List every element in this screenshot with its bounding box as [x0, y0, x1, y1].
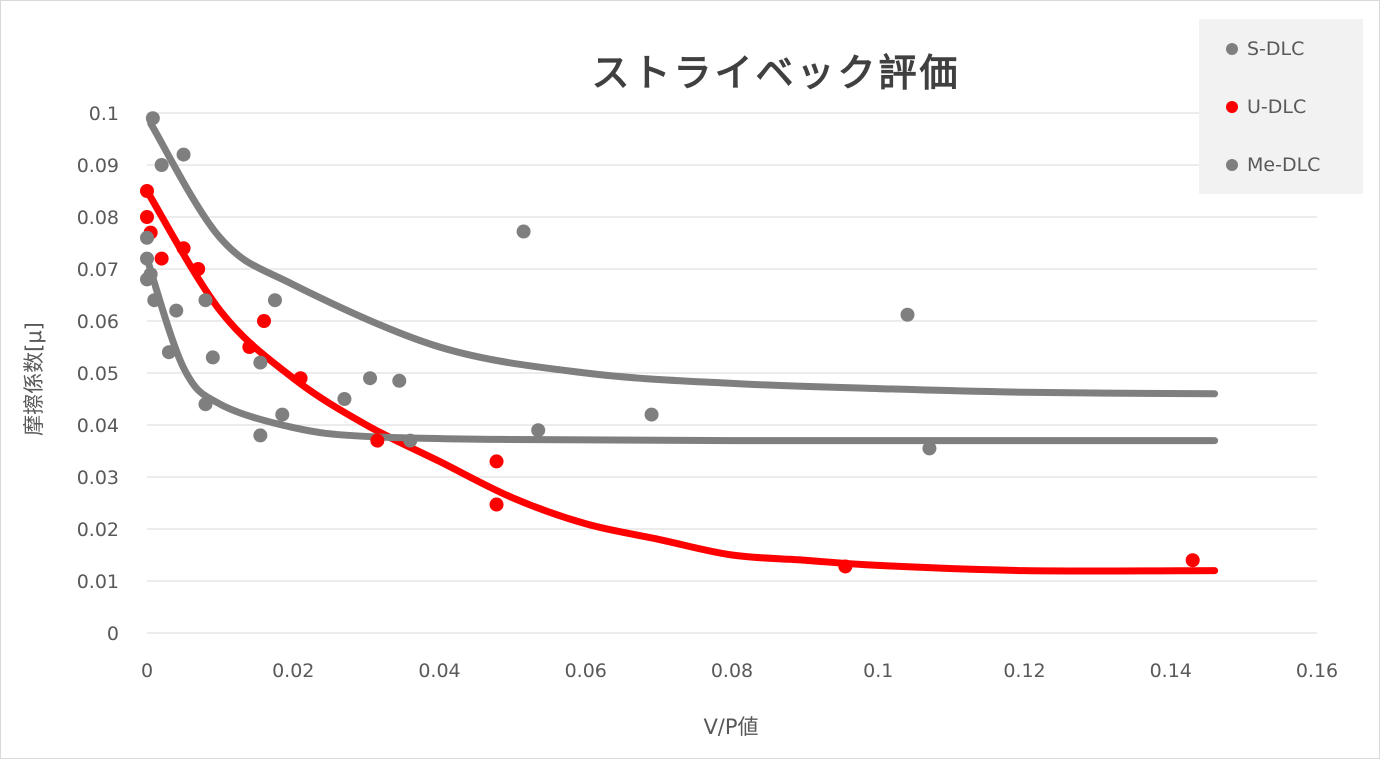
data-point [392, 373, 407, 388]
y-tick-label: 0.06 [77, 311, 119, 333]
data-point [275, 407, 290, 422]
chart-title: ストライベック評価 [591, 51, 960, 95]
data-point [644, 407, 659, 422]
data-point [176, 147, 191, 162]
x-tick-label: 0.04 [418, 660, 460, 682]
data-point [154, 251, 169, 266]
legend-marker [1226, 159, 1238, 171]
data-point [140, 230, 154, 245]
data-point [205, 350, 220, 365]
x-tick-label: 0.12 [1003, 660, 1045, 682]
legend-marker [1226, 43, 1238, 55]
data-point [253, 428, 268, 443]
data-point [253, 355, 268, 370]
x-axis-title: V/P値 [703, 715, 758, 739]
trendlines [143, 119, 1219, 575]
data-point [489, 454, 504, 469]
trendline-1 [143, 187, 1219, 575]
y-tick-label: 0.04 [77, 415, 119, 437]
data-point [531, 423, 546, 438]
y-tick-label: 0.09 [77, 155, 119, 177]
legend-label: Me-DLC [1247, 154, 1320, 176]
data-point [143, 267, 158, 282]
data-point [198, 397, 213, 412]
data-point [370, 433, 385, 448]
data-point [242, 340, 257, 354]
data-point [293, 371, 308, 386]
y-tick-label: 0.08 [77, 207, 119, 229]
y-tick-label: 0.07 [77, 259, 119, 281]
data-point [191, 262, 206, 276]
data-point [140, 184, 154, 198]
data-point [145, 111, 160, 126]
data-point [198, 293, 213, 308]
y-axis-title: 摩擦係数[μ] [22, 322, 46, 436]
data-point [140, 210, 154, 224]
legend-marker [1226, 101, 1238, 113]
y-tick-label: 0.03 [77, 467, 119, 489]
data-point [140, 251, 154, 266]
data-point [900, 307, 915, 322]
y-tick-label: 0.02 [77, 519, 119, 541]
x-tick-label: 0.14 [1150, 660, 1192, 682]
legend-label: S-DLC [1247, 38, 1304, 60]
x-tick-label: 0.1 [863, 660, 893, 682]
x-tick-label: 0.02 [272, 660, 314, 682]
data-point [147, 293, 162, 308]
data-point [161, 345, 176, 360]
y-tick-label: 0 [107, 623, 119, 645]
data-point [922, 441, 937, 456]
x-tick-label: 0.06 [565, 660, 607, 682]
legend-label: U-DLC [1247, 96, 1306, 118]
data-point [169, 303, 184, 318]
y-tick-label: 0.1 [89, 103, 119, 125]
data-point [363, 371, 378, 386]
data-point [838, 559, 853, 574]
legend: S-DLC U-DLC Me-DLC [1199, 19, 1363, 194]
gridlines [147, 112, 1317, 634]
data-point [154, 158, 169, 172]
data-point [267, 293, 282, 308]
data-point [403, 433, 418, 448]
y-axis-ticks: 0 0.01 0.02 0.03 0.04 0.05 0.06 0.07 0.08 0.09 0.1 [77, 103, 119, 645]
trendline-0 [147, 119, 1219, 398]
data-point [257, 314, 271, 328]
data-points [140, 111, 1200, 574]
x-tick-label: 0.16 [1296, 660, 1338, 682]
y-tick-label: 0.05 [77, 363, 119, 385]
data-point [1185, 553, 1200, 568]
data-point [489, 497, 504, 512]
x-tick-label: 0 [141, 660, 153, 682]
trendline-2 [143, 255, 1219, 445]
data-point [516, 224, 531, 239]
data-point [337, 392, 352, 406]
x-tick-label: 0.08 [711, 660, 753, 682]
y-tick-label: 0.01 [77, 571, 119, 593]
x-axis-ticks: 0 0.02 0.04 0.06 0.08 0.1 0.12 0.14 0.16 [141, 660, 1338, 682]
data-point [176, 241, 191, 256]
